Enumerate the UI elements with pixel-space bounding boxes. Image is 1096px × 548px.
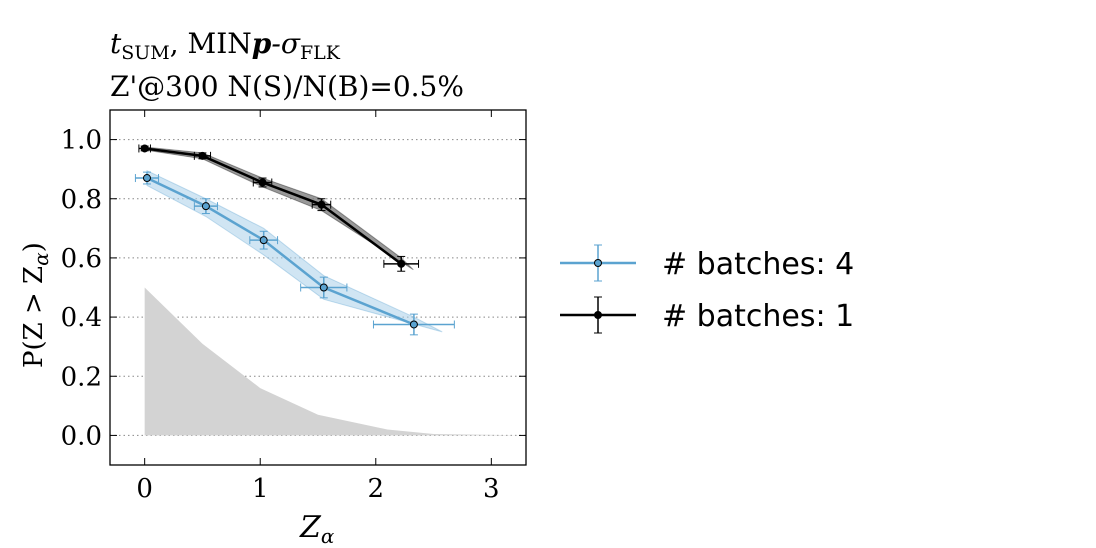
legend-marker-0 xyxy=(594,259,602,267)
y-tick-label-0: 0.0 xyxy=(61,421,102,451)
series-0-point-1 xyxy=(201,202,210,211)
reference-band-area xyxy=(144,287,526,436)
series-1-point-4 xyxy=(397,259,406,268)
x-ticks: 0 1 2 3 xyxy=(136,110,500,504)
chart-title-line1: tSUM, MINp-σFLK xyxy=(110,27,341,64)
series-0-point-0 xyxy=(142,174,151,183)
x-tick-label-2: 2 xyxy=(368,474,385,504)
axes-border xyxy=(109,109,527,466)
y-tick-label-2: 0.4 xyxy=(61,303,102,333)
y-tick-label-5: 1.0 xyxy=(61,126,102,156)
axes-frame xyxy=(109,109,527,466)
y-ticks: 0.0 0.2 0.4 0.6 0.8 1.0 xyxy=(61,126,526,451)
x-tick-label-0: 0 xyxy=(136,474,153,504)
y-tick-label-4: 0.8 xyxy=(61,185,102,215)
legend: # batches: 4 # batches: 1 xyxy=(560,244,854,334)
series-0 xyxy=(134,169,455,336)
x-tick-label-3: 3 xyxy=(483,474,500,504)
x-axis-label: Zα xyxy=(299,510,335,548)
reference-band xyxy=(144,287,526,436)
series-1-point-0 xyxy=(140,144,149,153)
series-0-band xyxy=(146,169,443,333)
series-0-point-3 xyxy=(319,283,328,292)
series-1-point-3 xyxy=(317,200,326,209)
y-axis-label: P(Z > Zα) xyxy=(19,242,53,368)
legend-label-1: # batches: 1 xyxy=(662,299,854,334)
series-1 xyxy=(138,144,420,272)
y-tick-label-3: 0.6 xyxy=(61,244,102,274)
series-1-band xyxy=(144,146,414,271)
y-tick-label-1: 0.2 xyxy=(61,362,102,392)
legend-marker-1 xyxy=(594,311,602,319)
series-1-point-1 xyxy=(198,151,207,160)
series-0-point-4 xyxy=(409,320,418,329)
series-layer xyxy=(134,144,455,336)
chart-title-line2: Z'@300 N(S)/N(B)=0.5% xyxy=(110,70,464,103)
legend-label-0: # batches: 4 xyxy=(662,247,854,282)
x-tick-label-1: 1 xyxy=(252,474,269,504)
series-0-point-2 xyxy=(259,236,268,245)
series-1-point-2 xyxy=(258,178,267,187)
